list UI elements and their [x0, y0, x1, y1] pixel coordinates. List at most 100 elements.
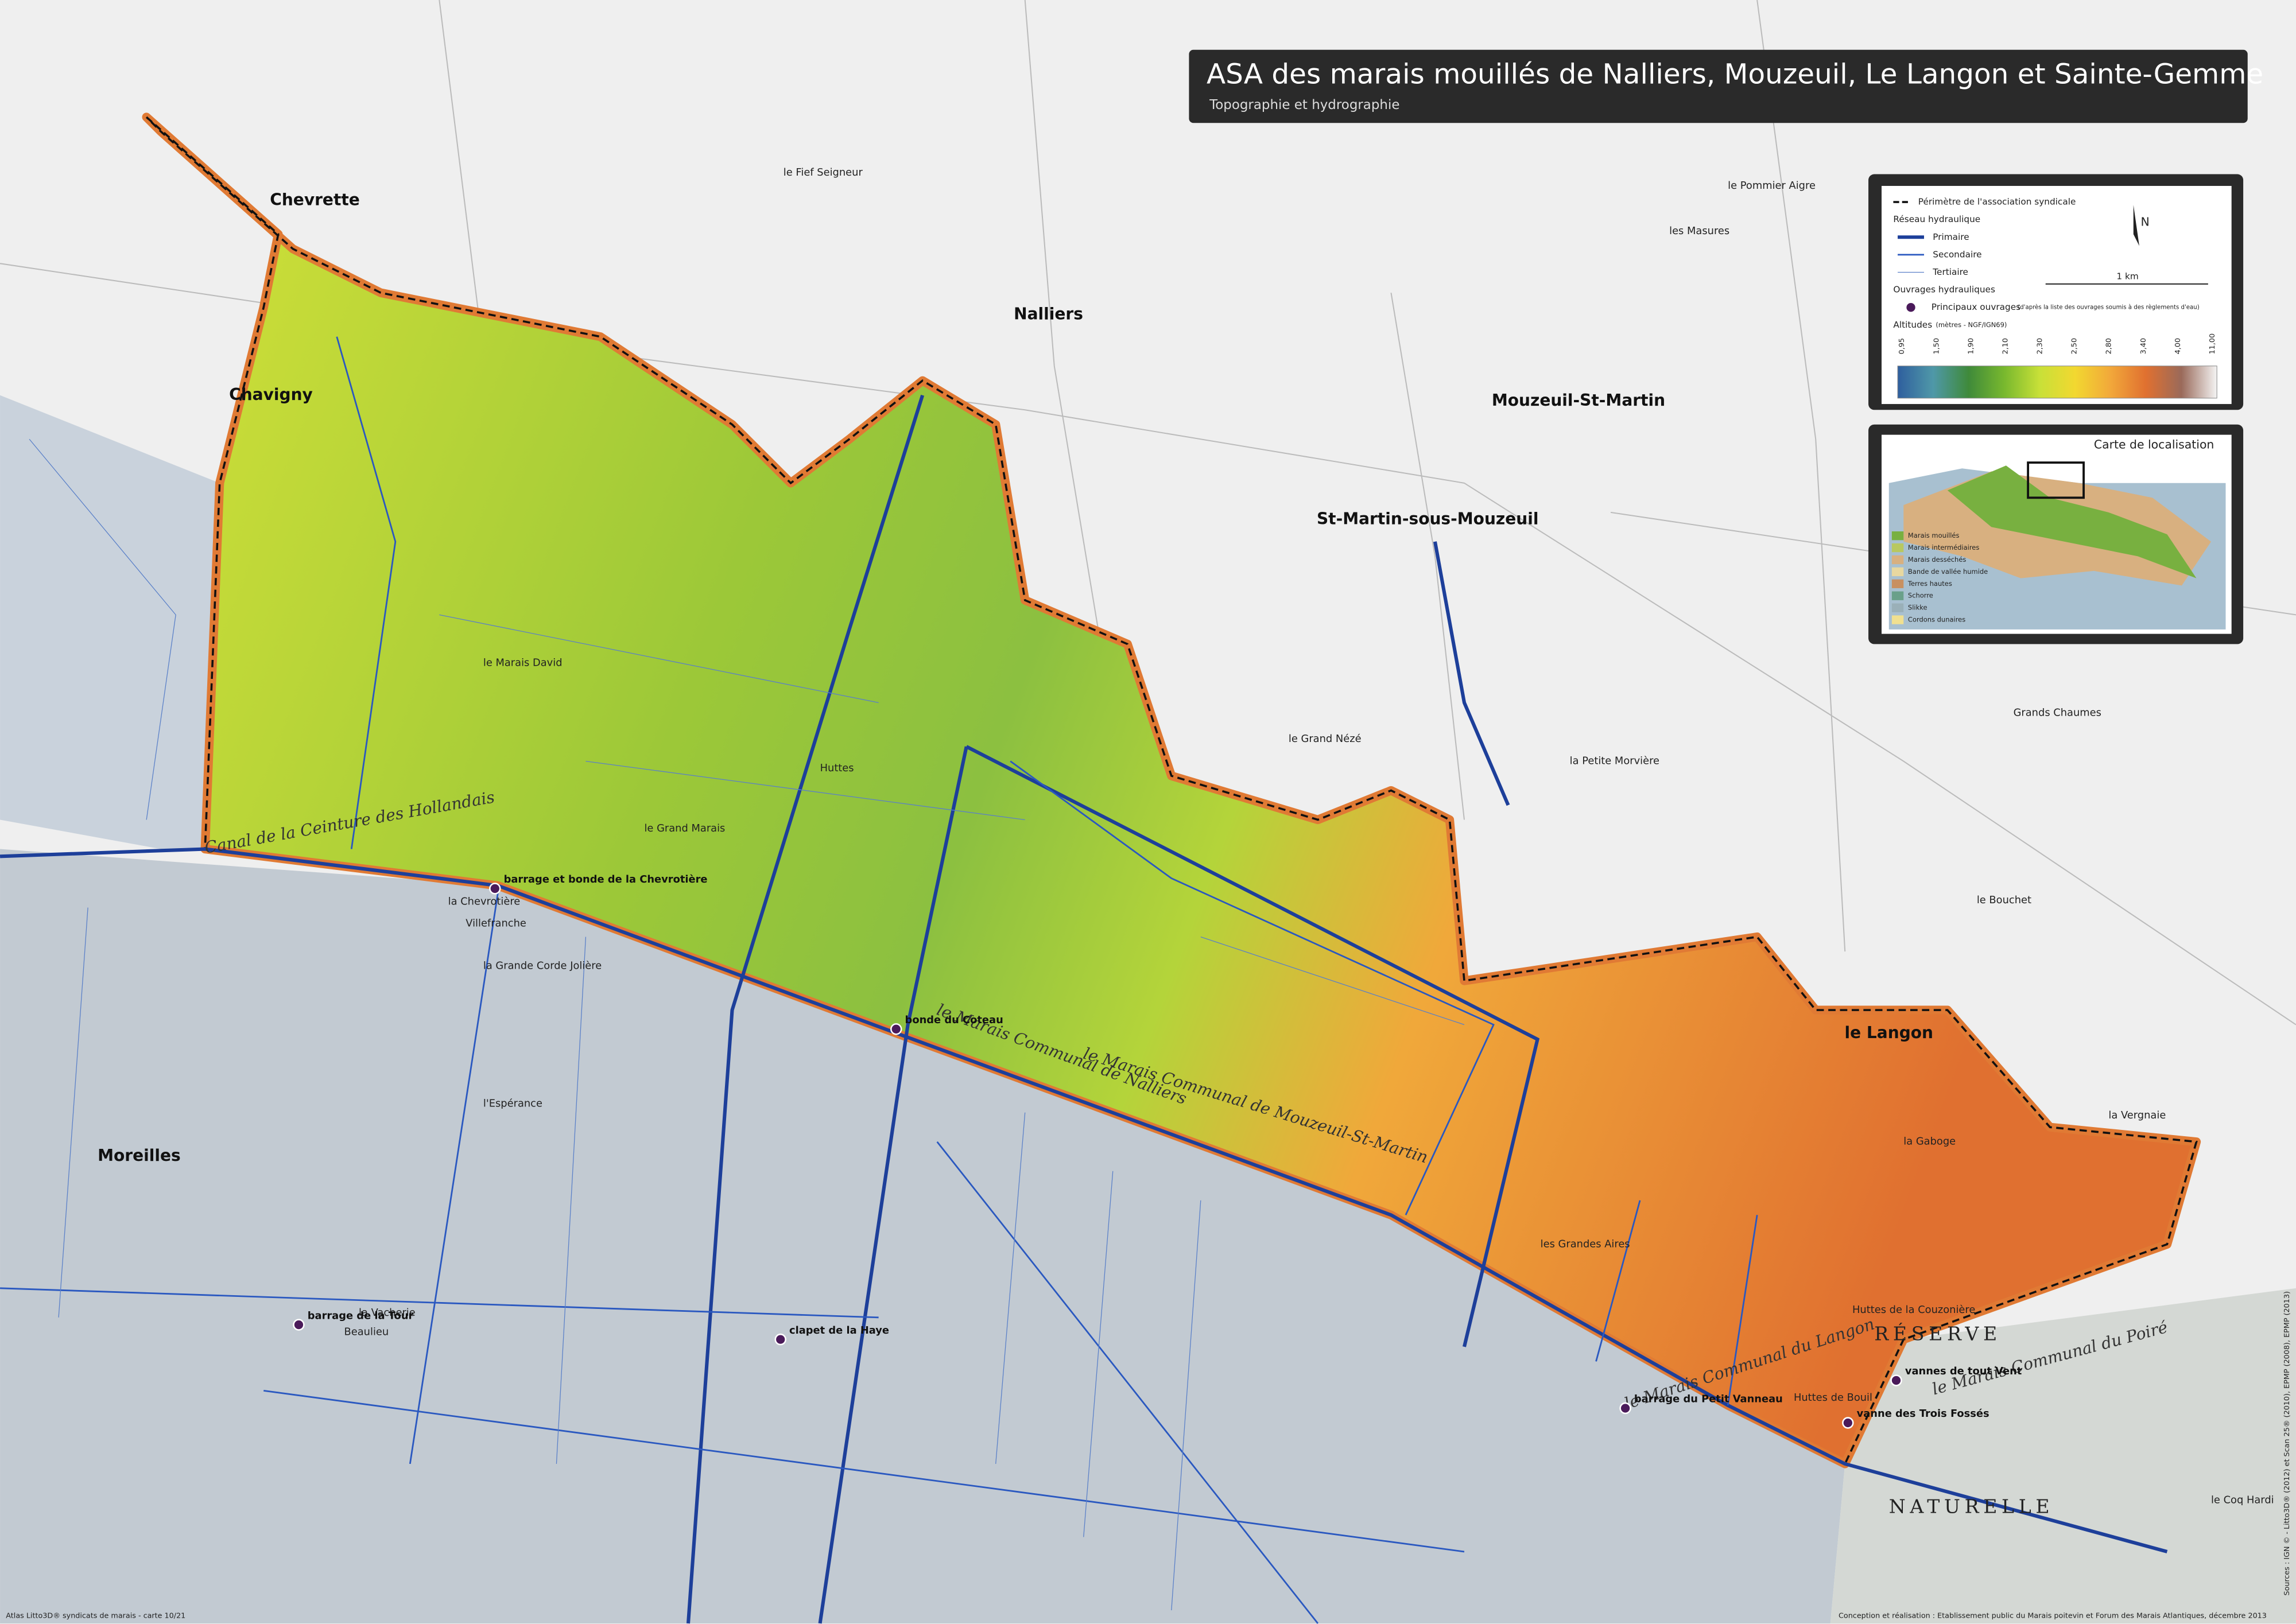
locator-legend-label: Slikke	[1908, 604, 1927, 612]
place-label: la Vergnaie	[2108, 1109, 2166, 1121]
legend-main-structures: Principaux ouvrages	[1932, 302, 2020, 312]
altitude-tick-label: 1,50	[1932, 338, 1941, 354]
place-label: la Vacherie	[359, 1307, 416, 1319]
town-label: Moreilles	[98, 1146, 181, 1165]
structure-label: vanne des Trois Fossés	[1857, 1408, 1989, 1420]
locator-legend-swatch	[1891, 615, 1904, 624]
primary-canals	[0, 394, 2168, 1624]
north-label: N	[2141, 215, 2150, 229]
south-marsh	[0, 849, 1845, 1623]
legend-structures: Ouvrages hydrauliques	[1893, 285, 1995, 295]
town-label: Chevrette	[270, 190, 360, 209]
locator-title: Carte de localisation	[2094, 437, 2214, 451]
scale-label: 1 km	[2116, 271, 2138, 282]
place-label: les Masures	[1669, 225, 1729, 237]
hydraulic-structure	[489, 883, 501, 895]
place-label: la Grande Corde Jolière	[483, 960, 602, 972]
altitude-tick-label: 2,30	[2036, 338, 2045, 354]
locator-legend-swatch	[1891, 591, 1904, 600]
place-label: Huttes de la Couzonière	[1852, 1304, 1975, 1316]
west-marsh	[0, 395, 220, 849]
place-label: Huttes de Bouil	[1794, 1392, 1872, 1404]
town-label: Mouzeuil-St-Martin	[1492, 391, 1665, 410]
place-label: les Grandes Aires	[1541, 1238, 1630, 1250]
town-label: le Langon	[1845, 1023, 1933, 1042]
altitude-bar	[1897, 366, 2217, 399]
place-label: Beaulieu	[344, 1326, 389, 1338]
legend-perimeter: Périmètre de l'association syndicale	[1918, 197, 2076, 207]
place-label: l'Espérance	[483, 1097, 542, 1109]
footer-sources: Sources : IGN © - Litto3D® (2012) et Sca…	[2283, 1291, 2291, 1595]
legend-altitudes-unit: (mètres - NGF/IGN69)	[1936, 321, 2007, 329]
reserve-label: RÉSERVE	[1874, 1322, 2002, 1345]
locator-wet-marsh	[1947, 465, 2197, 578]
place-label: la Petite Morvière	[1570, 755, 1659, 767]
legend-main-structures-note: (d'après la liste des ouvrages soumis à …	[2018, 304, 2199, 311]
locator-legend-swatch	[1891, 567, 1904, 577]
legend-structure-symbol	[1905, 301, 1917, 313]
legend-secondary: Secondaire	[1933, 249, 1981, 259]
secondary-canals	[0, 336, 1758, 1624]
hydraulic-structure	[1842, 1417, 1854, 1429]
locator-extent	[2027, 461, 2085, 499]
altitude-tick-label: 2,10	[2001, 338, 2010, 354]
town-label: St-Martin-sous-Mouzeuil	[1317, 510, 1539, 529]
reserve-label: NATURELLE	[1889, 1495, 2054, 1517]
locator-legend-label: Bande de vallée humide	[1908, 568, 1988, 576]
structure-label: barrage de la Tour	[308, 1310, 414, 1322]
place-label: Grands Chaumes	[2014, 706, 2101, 718]
place-label: le Fief Seigneur	[784, 166, 863, 178]
locator-legend-label: Cordons dunaires	[1908, 616, 1965, 624]
legend-tertiary: Tertiaire	[1932, 267, 1968, 277]
altitude-tick-label: 3,40	[2139, 338, 2148, 354]
altitude-tick-label: 2,50	[2070, 338, 2079, 354]
tertiary-canals	[29, 438, 1465, 1611]
locator-legend-label: Marais desséchés	[1908, 555, 1966, 564]
structure-label: barrage et bonde de la Chevrotière	[504, 873, 708, 885]
place-label: la Chevrotière	[448, 895, 521, 907]
place-label: le Grand Nézé	[1289, 733, 1362, 745]
hydraulic-structure	[890, 1023, 902, 1035]
locator-legend-swatch	[1891, 555, 1904, 565]
place-label: la Gaboge	[1903, 1136, 1956, 1148]
place-label: Huttes	[820, 762, 854, 774]
hydraulic-structure	[293, 1319, 305, 1331]
altitude-tick-label: 1,90	[1967, 338, 1975, 354]
footer-left: Atlas Litto3D® syndicats de marais - car…	[6, 1612, 185, 1621]
place-label: le Marais David	[483, 657, 563, 669]
altitude-tick-label: 2,80	[2105, 338, 2113, 354]
place-label: le Pommier Aigre	[1728, 180, 1816, 192]
structure-label: bonde du Coteau	[905, 1014, 1003, 1026]
locator-legend-swatch	[1891, 531, 1904, 541]
place-label: le Coq Hardi	[2211, 1494, 2274, 1506]
locator-legend-swatch	[1891, 579, 1904, 588]
north-arrow	[2133, 205, 2139, 246]
altitude-tick-label: 4,00	[2174, 338, 2182, 354]
structure-label: vannes de tout Vent	[1905, 1365, 2022, 1377]
altitude-tick-label: 0,95	[1898, 338, 1906, 354]
legend-primary: Primaire	[1933, 232, 1969, 242]
subtitle: Topographie et hydrographie	[1209, 98, 1399, 112]
place-label: le Grand Marais	[644, 822, 725, 834]
structure-label: barrage du Petit Vanneau	[1634, 1393, 1783, 1405]
locator-legend-label: Marais intermédiaires	[1908, 543, 1979, 551]
hydraulic-structure	[1619, 1402, 1631, 1415]
place-label: le Bouchet	[1977, 894, 2031, 906]
locator-legend-label: Marais mouillés	[1908, 531, 1960, 539]
legend-altitudes: Altitudes	[1893, 320, 1932, 330]
locator-legend-swatch	[1891, 603, 1904, 612]
hydraulic-structure	[774, 1333, 786, 1346]
altitude-tick-label: 11,00	[2208, 333, 2217, 355]
structure-label: clapet de la Haye	[789, 1324, 889, 1337]
town-label: Chavigny	[229, 385, 313, 404]
title: ASA des marais mouillés de Nalliers, Mou…	[1207, 59, 2263, 91]
locator-legend-label: Terres hautes	[1907, 580, 1952, 588]
hydraulic-structure	[1890, 1374, 1902, 1386]
locator-legend-label: Schorre	[1908, 592, 1933, 600]
place-label: Villefranche	[466, 918, 526, 930]
legend-network: Réseau hydraulique	[1893, 214, 1980, 224]
footer-right: Conception et réalisation : Etablissemen…	[1839, 1612, 2267, 1621]
southeast-land	[1830, 1288, 2296, 1623]
town-label: Nalliers	[1014, 304, 1083, 323]
